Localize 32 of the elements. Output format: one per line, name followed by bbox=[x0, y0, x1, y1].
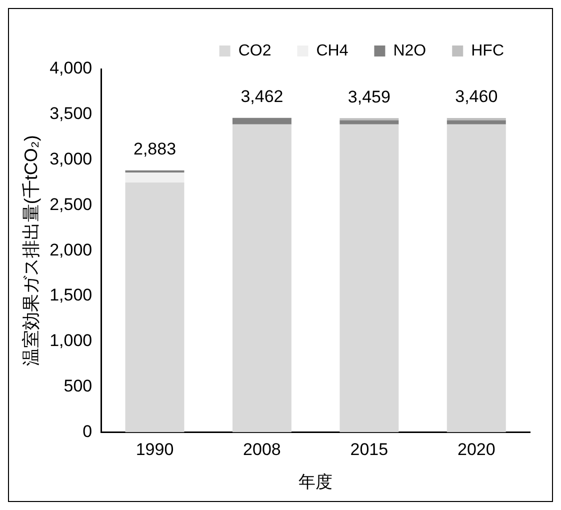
y-tick-label: 500 bbox=[64, 376, 92, 396]
y-tick-label: 3,000 bbox=[50, 149, 92, 168]
x-axis-title: 年度 bbox=[298, 472, 333, 492]
legend-label: N2O bbox=[393, 42, 426, 60]
y-tick-label: 2,000 bbox=[50, 240, 92, 260]
total-label: 3,462 bbox=[240, 87, 284, 106]
x-tick-label: 2008 bbox=[243, 440, 281, 460]
y-tick-label: 1,000 bbox=[50, 331, 92, 350]
bar bbox=[446, 120, 506, 124]
bar bbox=[232, 124, 292, 432]
x-tick-label: 2015 bbox=[350, 440, 388, 460]
y-tick-label: 1,500 bbox=[50, 286, 92, 305]
total-label: 3,460 bbox=[455, 87, 498, 106]
y-tick-label: 4,000 bbox=[50, 58, 92, 78]
total-label: 2,883 bbox=[133, 140, 176, 159]
y-axis-title: 温室効果ガス排出量(千tCO₂) bbox=[20, 135, 41, 366]
y-tick-label: 2,500 bbox=[50, 194, 92, 214]
bar bbox=[340, 124, 399, 432]
x-tick-label: 1990 bbox=[136, 440, 174, 460]
total-label: 3,459 bbox=[348, 87, 390, 106]
bar bbox=[446, 124, 506, 432]
legend-label: CO2 bbox=[238, 42, 272, 60]
bar bbox=[125, 170, 184, 173]
legend-label: HFC bbox=[471, 42, 504, 60]
legend-label: CH4 bbox=[316, 42, 348, 60]
y-tick-label: 0 bbox=[82, 422, 92, 441]
bar bbox=[125, 182, 184, 432]
bar bbox=[340, 120, 399, 124]
bar bbox=[232, 118, 292, 124]
x-tick-label: 2020 bbox=[457, 440, 496, 460]
bar bbox=[125, 172, 184, 182]
y-tick-label: 3,500 bbox=[50, 104, 92, 124]
